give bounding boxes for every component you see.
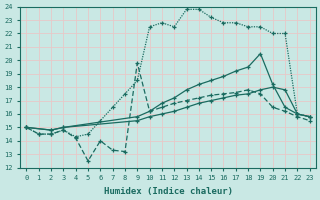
X-axis label: Humidex (Indice chaleur): Humidex (Indice chaleur) [104,187,233,196]
